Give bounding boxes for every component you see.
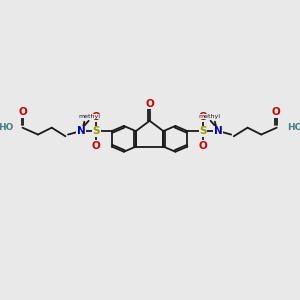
Text: S: S [93,126,100,136]
Text: methyl: methyl [79,114,101,119]
Text: O: O [199,141,207,151]
Text: O: O [92,112,101,122]
Text: O: O [92,141,101,151]
Text: HO: HO [287,123,300,132]
Text: O: O [19,107,28,117]
Text: methyl: methyl [199,114,221,119]
Text: S: S [199,126,207,136]
Text: N: N [214,126,223,136]
Text: N: N [76,126,85,136]
Text: O: O [199,112,207,122]
Text: O: O [145,99,154,109]
Text: HO: HO [0,123,13,132]
Text: O: O [272,107,280,117]
